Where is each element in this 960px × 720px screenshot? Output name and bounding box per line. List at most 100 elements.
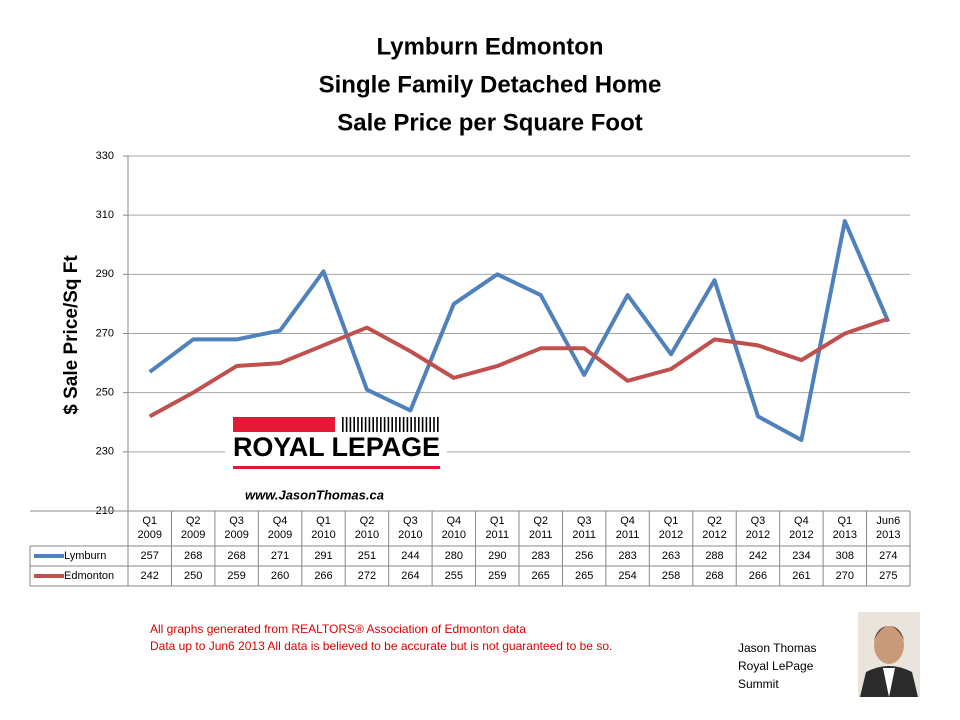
y-axis-label: $ Sale Price/Sq Ft [61,255,82,415]
y-tick-label: 250 [96,387,114,399]
signature: Summit [738,677,779,691]
logo-barcode [410,417,412,432]
line [148,219,891,442]
logo-barcode [361,417,363,432]
x-tick-label: Q4 2011 [615,515,640,541]
logo-website: www.JasonThomas.ca [245,487,384,502]
table-value: 257 [141,550,159,562]
logo-bar [233,417,335,432]
table-value: 256 [575,550,593,562]
logo-barcode [372,417,374,432]
logo-barcode [418,417,420,432]
x-tick-label: Q2 2009 [180,515,206,541]
signature: Jason Thomas [738,641,817,655]
x-tick-label: Q1 2010 [311,515,336,541]
table-value: 258 [662,570,680,582]
table-value: 308 [836,550,854,562]
table-value: 275 [879,570,897,582]
table-value: 244 [401,550,419,562]
logo-barcode [402,417,405,432]
x-tick-label: Jun6 2013 [876,515,901,541]
logo-barcode [429,417,431,432]
logo-barcode [387,417,390,432]
y-tick-label: 290 [96,268,114,280]
table-value: 234 [792,550,810,562]
y-tick-label: 310 [96,209,114,221]
table-value: 274 [879,550,897,562]
logo-barcode [380,417,382,432]
logo-barcode [437,417,439,432]
logo-barcode [345,417,348,432]
y-tick-label: 330 [96,150,114,162]
table-value: 271 [271,550,289,562]
table-value: 266 [314,570,332,582]
logo-barcode [368,417,371,432]
footnote: Data up to Jun6 2013 All data is believe… [150,639,612,653]
logo-barcode [425,417,428,432]
table-value: 259 [227,570,245,582]
logo-barcode [421,417,424,432]
x-tick-label: Q2 2012 [702,515,727,541]
table-value: 260 [271,570,289,582]
table-value: 261 [792,570,810,582]
x-tick-label: Q4 2009 [267,515,293,541]
table-value: 283 [532,550,550,562]
logo-barcode [399,417,401,432]
table-value: 265 [532,570,550,582]
logo-barcode [353,417,355,432]
signature: Royal LePage [738,659,814,673]
table-value: 283 [618,550,636,562]
table-value: 251 [358,550,376,562]
line [148,316,889,419]
table-value: 263 [662,550,680,562]
table-value: 268 [184,550,202,562]
chart-title: Single Family Detached Home [319,71,662,98]
logo-barcode [357,417,359,432]
table-value: 250 [184,570,202,582]
x-tick-label: Q4 2012 [789,515,814,541]
table-value: 280 [445,550,463,562]
logo-rule [233,466,440,469]
table-value: 268 [705,570,723,582]
logo-barcode [364,417,367,432]
logo-barcode [414,417,416,432]
logo-brand: ROYAL LEPAGE [233,432,440,462]
logo-barcode [383,417,386,432]
photo-hair [874,626,904,640]
photo-shirt [883,668,895,697]
table-value: 272 [358,570,376,582]
table-value: 259 [488,570,506,582]
table-value: 266 [749,570,767,582]
y-tick-label: 230 [96,446,114,458]
table-value: 255 [445,570,463,582]
logo-barcode [376,417,378,432]
logo-barcode [391,417,393,432]
table-value: 242 [749,550,767,562]
table-value: 265 [575,570,593,582]
x-tick-label: Q3 2011 [572,515,596,541]
x-tick-label: Q1 2012 [658,515,684,541]
footnote: All graphs generated from REALTORS® Asso… [150,622,526,636]
x-tick-label: Q1 2009 [137,515,162,541]
table-value: 288 [705,550,723,562]
x-tick-label: Q3 2010 [398,515,423,541]
logo-barcode [349,417,352,432]
table-value: 270 [836,570,854,582]
table-value: 242 [141,570,159,582]
photo-face [874,626,904,664]
legend-label: Edmonton [64,570,114,582]
table-value: 264 [401,570,419,582]
logo: ROYAL LEPAGE www.JasonThomas.ca [225,410,447,512]
x-tick-label: Q1 2013 [832,515,858,541]
x-tick-label: Q4 2010 [441,515,467,541]
x-tick-label: Q2 2010 [354,515,380,541]
chart-title: Lymburn Edmonton [376,33,603,60]
logo-barcode [433,417,435,432]
logo-barcode [395,417,397,432]
x-tick-label: Q3 2009 [224,515,249,541]
x-tick-label: Q3 2012 [745,515,771,541]
logo-barcode [342,417,344,432]
table-value: 291 [314,550,332,562]
